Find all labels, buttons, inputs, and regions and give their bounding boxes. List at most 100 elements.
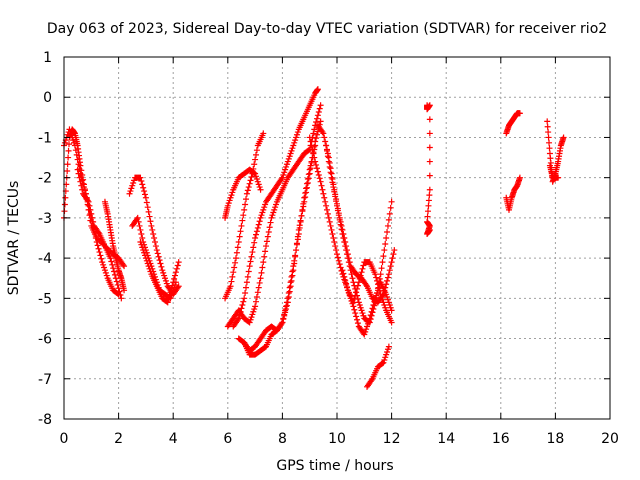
data-point (310, 150, 317, 157)
x-tick-label: 20 (601, 431, 619, 447)
data-point (425, 202, 432, 209)
data-point (145, 208, 152, 215)
series-track-k (230, 86, 321, 330)
data-point (364, 323, 371, 330)
data-point (260, 259, 267, 266)
y-axis-label: SDTVAR / TECUs (6, 181, 22, 296)
data-point (340, 270, 347, 277)
data-point (287, 279, 294, 286)
data-point (345, 259, 352, 266)
data-point (146, 265, 153, 272)
data-point (357, 304, 364, 311)
data-point (313, 131, 320, 138)
data-point (148, 222, 155, 229)
data-point (273, 201, 280, 208)
data-point (71, 139, 78, 146)
data-point (342, 277, 349, 284)
data-point (328, 174, 335, 181)
data-point (246, 319, 253, 326)
data-point (426, 130, 433, 137)
data-point (263, 243, 270, 250)
data-point (229, 273, 236, 280)
data-point (263, 238, 270, 245)
data-point (333, 198, 340, 205)
data-point (172, 272, 179, 279)
data-point (363, 326, 370, 333)
data-point (264, 233, 271, 240)
data-point (425, 197, 432, 204)
data-point (365, 318, 372, 325)
data-point (384, 348, 391, 355)
data-point (330, 184, 337, 191)
data-point (152, 239, 158, 246)
data-point (95, 236, 102, 243)
data-point (339, 230, 346, 237)
data-point (117, 291, 124, 298)
data-point (174, 262, 181, 269)
data-point (64, 167, 71, 174)
data-point (236, 312, 243, 319)
data-point (236, 233, 243, 240)
data-point (78, 182, 85, 189)
data-point (61, 201, 68, 208)
data-point (139, 181, 146, 188)
data-point (320, 130, 327, 137)
data-point (259, 264, 266, 271)
data-point (368, 308, 375, 315)
data-point (141, 188, 148, 195)
data-point (61, 139, 68, 146)
data-point (354, 296, 361, 303)
data-point (331, 239, 338, 246)
data-point (253, 147, 260, 154)
data-point (297, 218, 304, 225)
data-point (340, 235, 347, 241)
data-point (169, 282, 176, 289)
data-point (110, 265, 117, 272)
data-point (253, 228, 260, 235)
data-point (129, 182, 136, 189)
data-point (139, 235, 146, 241)
data-point (426, 192, 433, 199)
data-point (229, 189, 236, 196)
data-point (316, 105, 323, 112)
data-point (326, 218, 333, 225)
data-point (382, 241, 389, 248)
grid (64, 57, 610, 419)
data-point (245, 184, 252, 191)
data-point (366, 315, 373, 322)
series-track-i (222, 130, 267, 302)
data-point (319, 186, 326, 193)
data-point (379, 259, 386, 266)
data-point (323, 147, 330, 154)
data-point (138, 178, 145, 185)
y-tick-label: -6 (38, 332, 52, 348)
data-point (377, 271, 384, 278)
data-point (286, 153, 293, 160)
data-point (361, 331, 368, 338)
data-point (371, 298, 378, 305)
data-point (351, 282, 358, 289)
data-point (360, 312, 367, 319)
data-point (380, 253, 387, 260)
data-point (111, 271, 118, 278)
data-point (351, 306, 358, 313)
data-point (235, 315, 242, 322)
data-point (141, 191, 148, 198)
data-point (290, 142, 297, 149)
data-point (385, 216, 392, 223)
data-point (62, 194, 69, 201)
data-point (379, 292, 386, 299)
data-point (109, 261, 116, 268)
data-point (384, 296, 391, 303)
data-point (335, 257, 342, 264)
data-point (322, 138, 329, 145)
data-point (140, 247, 147, 254)
data-point (238, 305, 245, 312)
data-point (354, 292, 361, 299)
data-point (378, 265, 385, 272)
data-point (75, 170, 82, 177)
data-point (151, 235, 158, 241)
data-point (146, 213, 153, 220)
data-point (332, 243, 339, 250)
x-tick-label: 4 (169, 431, 178, 447)
